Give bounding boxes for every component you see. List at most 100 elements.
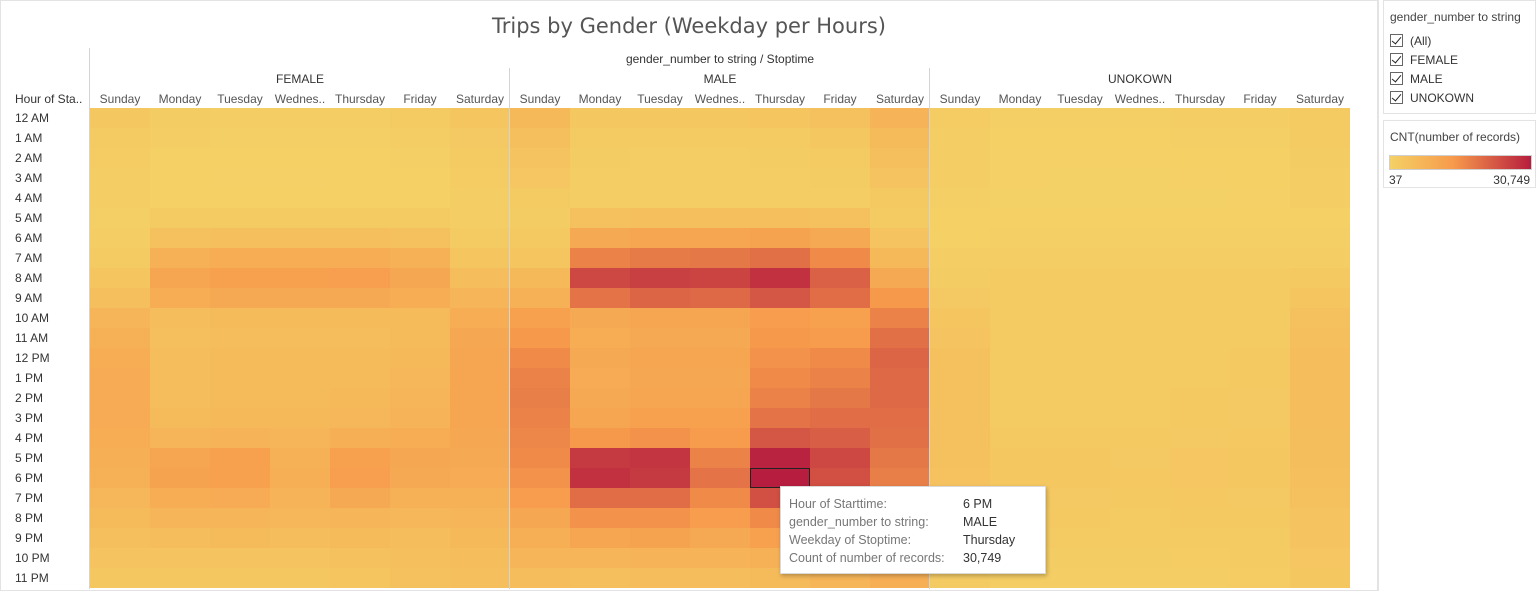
heatmap-cell[interactable]	[690, 528, 750, 548]
heatmap-cell[interactable]	[450, 288, 510, 308]
heatmap-cell[interactable]	[930, 248, 990, 268]
heatmap-cell[interactable]	[570, 428, 630, 448]
heatmap-cell[interactable]	[330, 388, 390, 408]
heatmap-cell[interactable]	[270, 568, 330, 588]
heatmap-cell[interactable]	[390, 288, 450, 308]
heatmap-cell[interactable]	[570, 448, 630, 468]
heatmap-cell[interactable]	[90, 288, 150, 308]
heatmap-cell[interactable]	[690, 248, 750, 268]
heatmap-cell[interactable]	[1170, 108, 1230, 128]
heatmap-cell[interactable]	[750, 308, 810, 328]
heatmap-cell[interactable]	[270, 408, 330, 428]
heatmap-cell[interactable]	[390, 328, 450, 348]
heatmap-cell[interactable]	[1230, 248, 1290, 268]
heatmap-cell[interactable]	[750, 108, 810, 128]
heatmap-cell[interactable]	[510, 248, 570, 268]
heatmap-cell[interactable]	[90, 248, 150, 268]
heatmap-cell[interactable]	[630, 108, 690, 128]
heatmap-cell[interactable]	[390, 248, 450, 268]
heatmap-cell[interactable]	[690, 208, 750, 228]
heatmap-cell[interactable]	[870, 408, 930, 428]
heatmap-cell[interactable]	[1290, 208, 1350, 228]
heatmap-cell[interactable]	[390, 408, 450, 428]
heatmap-cell[interactable]	[1050, 408, 1110, 428]
heatmap-cell[interactable]	[1230, 328, 1290, 348]
heatmap-cell[interactable]	[1290, 508, 1350, 528]
heatmap-cell[interactable]	[330, 568, 390, 588]
heatmap-cell[interactable]	[270, 148, 330, 168]
heatmap-cell[interactable]	[1230, 348, 1290, 368]
heatmap-cell[interactable]	[510, 148, 570, 168]
heatmap-cell[interactable]	[1290, 148, 1350, 168]
heatmap-cell[interactable]	[1290, 468, 1350, 488]
heatmap-cell[interactable]	[90, 448, 150, 468]
heatmap-cell[interactable]	[1110, 448, 1170, 468]
heatmap-cell[interactable]	[930, 168, 990, 188]
heatmap-cell[interactable]	[210, 568, 270, 588]
heatmap-cell[interactable]	[510, 368, 570, 388]
heatmap-cell[interactable]	[1290, 268, 1350, 288]
heatmap-cell[interactable]	[390, 348, 450, 368]
heatmap-cell[interactable]	[330, 308, 390, 328]
heatmap-cell[interactable]	[810, 448, 870, 468]
heatmap-cell[interactable]	[1110, 108, 1170, 128]
heatmap-cell[interactable]	[390, 508, 450, 528]
heatmap-cell[interactable]	[390, 128, 450, 148]
heatmap-cell[interactable]	[1050, 388, 1110, 408]
heatmap-cell[interactable]	[90, 208, 150, 228]
heatmap-cell[interactable]	[990, 108, 1050, 128]
heatmap-cell[interactable]	[570, 308, 630, 328]
heatmap-cell[interactable]	[1230, 228, 1290, 248]
heatmap-cell[interactable]	[150, 428, 210, 448]
heatmap-cell-selected[interactable]	[750, 468, 810, 488]
heatmap-cell[interactable]	[1050, 148, 1110, 168]
heatmap-cell[interactable]	[1290, 108, 1350, 128]
heatmap-cell[interactable]	[690, 148, 750, 168]
heatmap-cell[interactable]	[210, 108, 270, 128]
heatmap-cell[interactable]	[990, 368, 1050, 388]
heatmap-cell[interactable]	[270, 128, 330, 148]
heatmap-cell[interactable]	[330, 468, 390, 488]
heatmap-cell[interactable]	[150, 468, 210, 488]
heatmap-cell[interactable]	[210, 428, 270, 448]
heatmap-cell[interactable]	[210, 128, 270, 148]
heatmap-cell[interactable]	[990, 408, 1050, 428]
heatmap-cell[interactable]	[1230, 388, 1290, 408]
heatmap-cell[interactable]	[150, 448, 210, 468]
heatmap-cell[interactable]	[270, 228, 330, 248]
heatmap-cell[interactable]	[150, 488, 210, 508]
heatmap-cell[interactable]	[450, 308, 510, 328]
heatmap-cell[interactable]	[1170, 148, 1230, 168]
heatmap-cell[interactable]	[390, 308, 450, 328]
heatmap-cell[interactable]	[1110, 528, 1170, 548]
heatmap-cell[interactable]	[90, 368, 150, 388]
heatmap-cell[interactable]	[570, 128, 630, 148]
heatmap-cell[interactable]	[330, 408, 390, 428]
heatmap-cell[interactable]	[1290, 408, 1350, 428]
heatmap-cell[interactable]	[870, 248, 930, 268]
heatmap-cell[interactable]	[510, 348, 570, 368]
heatmap-cell[interactable]	[330, 268, 390, 288]
heatmap-cell[interactable]	[1110, 228, 1170, 248]
heatmap-cell[interactable]	[930, 228, 990, 248]
heatmap-cell[interactable]	[450, 548, 510, 568]
heatmap-cell[interactable]	[930, 368, 990, 388]
heatmap-cell[interactable]	[450, 428, 510, 448]
heatmap-cell[interactable]	[450, 248, 510, 268]
heatmap-cell[interactable]	[750, 208, 810, 228]
heatmap-cell[interactable]	[270, 268, 330, 288]
heatmap-cell[interactable]	[1170, 248, 1230, 268]
heatmap-cell[interactable]	[630, 148, 690, 168]
heatmap-cell[interactable]	[510, 508, 570, 528]
heatmap-cell[interactable]	[1170, 208, 1230, 228]
heatmap-cell[interactable]	[570, 168, 630, 188]
heatmap-cell[interactable]	[210, 548, 270, 568]
heatmap-cell[interactable]	[630, 208, 690, 228]
heatmap-cell[interactable]	[150, 508, 210, 528]
heatmap-cell[interactable]	[750, 428, 810, 448]
heatmap-cell[interactable]	[630, 188, 690, 208]
heatmap-cell[interactable]	[510, 468, 570, 488]
heatmap-cell[interactable]	[570, 228, 630, 248]
heatmap-cell[interactable]	[390, 468, 450, 488]
heatmap-cell[interactable]	[990, 168, 1050, 188]
